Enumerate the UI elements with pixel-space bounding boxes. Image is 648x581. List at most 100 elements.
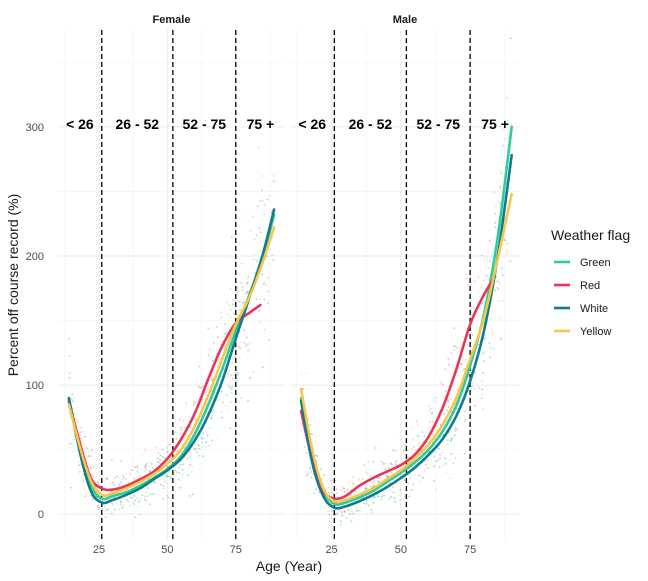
male-point-white — [309, 466, 312, 469]
female-point-green — [79, 426, 82, 429]
female-point-green — [196, 451, 199, 454]
female-point-white — [239, 309, 241, 311]
female-point-yellow — [126, 481, 129, 484]
male-point-yellow — [383, 469, 386, 471]
male-point-green — [463, 367, 466, 370]
female-point-yellow — [204, 394, 207, 397]
female-point-red — [247, 349, 250, 352]
male-point-red — [412, 446, 415, 448]
female-point-green — [256, 261, 258, 264]
female-region-label-0: < 26 — [66, 116, 94, 132]
female-point-yellow — [268, 308, 271, 310]
female-point-yellow — [104, 510, 107, 512]
female-point-white — [178, 471, 181, 474]
female-point-yellow — [244, 293, 247, 295]
female-point-yellow — [179, 427, 182, 430]
female-point-green — [103, 505, 106, 508]
female-point-white — [136, 465, 139, 468]
male-point-white — [383, 463, 385, 465]
female-point-green — [202, 437, 205, 439]
male-point-white — [494, 289, 496, 292]
male-point-red — [473, 280, 476, 283]
male-point-yellow — [371, 503, 373, 506]
female-point-yellow — [218, 318, 221, 320]
female-point-white — [167, 475, 170, 478]
female-point-green — [197, 443, 199, 446]
female-point-white — [85, 447, 88, 450]
female-point-white — [180, 429, 183, 431]
male-point-yellow — [350, 507, 353, 510]
male-point-green — [504, 138, 507, 140]
male-point-yellow — [450, 392, 453, 395]
male-point-yellow — [500, 316, 503, 319]
male-point-green — [401, 445, 403, 448]
male-region-label-2: 52 - 75 — [417, 116, 461, 132]
female-point-white — [227, 372, 230, 375]
female-point-white — [247, 276, 250, 278]
male-point-green — [434, 451, 437, 454]
male-point-yellow — [411, 427, 414, 430]
female-point-yellow — [105, 477, 107, 480]
male-point-green — [395, 482, 398, 485]
male-point-green — [387, 467, 390, 469]
female-point-green — [119, 482, 121, 484]
female-point-white — [236, 372, 239, 374]
female-point-green — [144, 495, 146, 498]
female-point-yellow — [120, 498, 123, 501]
female-point-green — [252, 215, 255, 218]
female-point-yellow — [122, 505, 124, 508]
female-point-yellow — [103, 480, 106, 483]
male-point-yellow — [462, 369, 465, 372]
female-point-white — [224, 333, 227, 335]
female-point-white — [259, 200, 261, 202]
y-tick-200: 200 — [26, 251, 44, 263]
female-point-yellow — [85, 491, 88, 494]
male-point-green — [390, 471, 393, 474]
female-point-green — [241, 286, 244, 289]
labels-layer: Female < 26 26 - 52 52 - 75 75 + 25 50 75 Male < … — [5, 14, 509, 574]
female-point-yellow — [168, 444, 171, 447]
female-point-yellow — [231, 256, 233, 259]
male-point-yellow — [334, 515, 336, 517]
female-point-green — [258, 321, 261, 324]
female-point-white — [249, 376, 251, 379]
male-point-yellow — [487, 251, 490, 254]
male-point-red — [455, 346, 458, 349]
female-point-green — [232, 386, 234, 388]
male-point-white — [403, 479, 406, 482]
male-point-red — [489, 239, 491, 242]
female-point-green — [127, 481, 130, 483]
female-point-white — [106, 509, 108, 511]
male-point-yellow — [316, 487, 318, 489]
female-point-green — [236, 291, 239, 294]
female-point-white — [127, 500, 130, 503]
male-point-yellow — [392, 463, 395, 466]
male-point-white — [427, 467, 429, 469]
male-point-white — [343, 510, 346, 513]
female-point-green — [86, 455, 89, 458]
female-point-white — [113, 508, 116, 511]
female-point-yellow — [110, 490, 112, 493]
female-point-white — [134, 466, 137, 469]
male-point-green — [482, 300, 485, 303]
female-point-white — [211, 417, 213, 420]
female-point-green — [230, 391, 233, 394]
female-point-green — [265, 284, 268, 287]
male-point-white — [483, 360, 485, 362]
female-point-green — [236, 377, 238, 380]
female-point-yellow — [69, 431, 72, 434]
female-point-red — [211, 377, 214, 380]
female-point-white — [261, 366, 264, 369]
male-point-white — [390, 495, 393, 498]
female-point-yellow — [267, 218, 270, 221]
male-point-red — [450, 352, 453, 354]
female-point-green — [268, 195, 271, 197]
female-x-tick-50: 50 — [161, 544, 173, 556]
female-point-green — [116, 503, 118, 505]
female-point-red — [129, 496, 132, 499]
female-point-red — [79, 434, 81, 436]
female-point-green — [118, 508, 120, 511]
female-point-red — [242, 301, 245, 304]
male-point-white — [450, 453, 453, 456]
male-point-green — [459, 416, 461, 419]
